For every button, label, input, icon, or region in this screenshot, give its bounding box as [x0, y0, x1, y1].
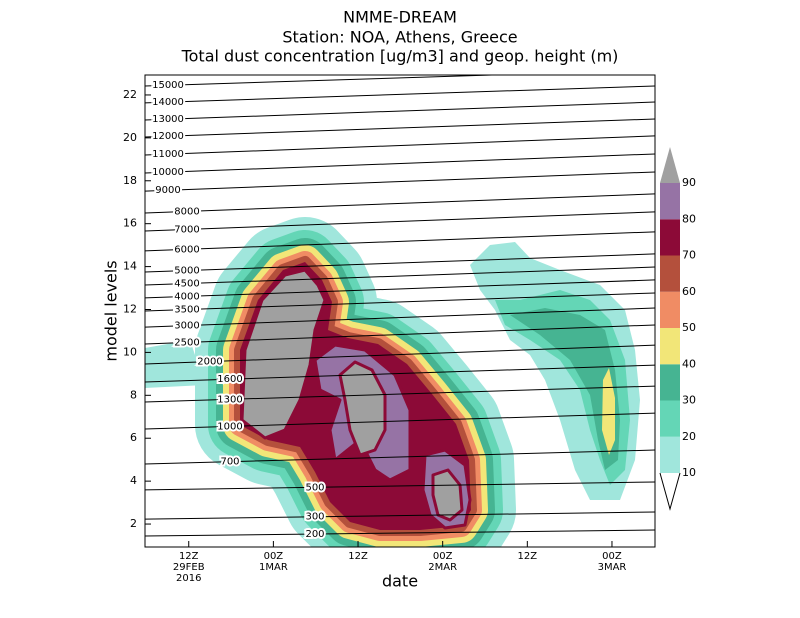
x-tick-label: 12Z 29FEB 2016 — [173, 551, 205, 584]
colorbar-box — [660, 328, 680, 365]
y-tick-label: 18 — [123, 174, 137, 187]
contour-label: 700 — [220, 457, 239, 468]
colorbar-box — [660, 291, 680, 328]
y-tick-label: 14 — [123, 260, 137, 273]
colorbar-box — [660, 183, 680, 220]
contour-label: 1000 — [217, 421, 242, 432]
height-contour — [145, 266, 655, 286]
height-contour — [145, 344, 655, 365]
y-tick-label: 10 — [123, 345, 137, 358]
contour-label: 2000 — [197, 357, 222, 368]
height-contour — [145, 481, 655, 491]
height-contour — [145, 529, 655, 537]
colorbar-bottom — [659, 472, 681, 511]
plot-frame — [144, 74, 656, 548]
y-tick-label: 12 — [123, 302, 137, 315]
y-tick-label: 2 — [130, 517, 137, 530]
colorbar-label: 60 — [682, 285, 696, 298]
contour-label: 2500 — [174, 337, 199, 348]
colorbar-box — [660, 436, 680, 473]
height-contour — [145, 412, 655, 430]
x-tick-label: 12Z — [518, 551, 538, 562]
colorbar-label: 20 — [682, 430, 696, 443]
contour-label: 200 — [305, 529, 324, 540]
height-contour — [145, 385, 655, 403]
y-tick-label: 22 — [123, 88, 137, 101]
dust-area — [510, 308, 620, 470]
dust-field — [145, 217, 640, 547]
y-axis-label: model levels — [102, 260, 121, 361]
contour-label: 15000 — [152, 80, 184, 91]
colorbar-box — [660, 364, 680, 401]
contour-label: 1600 — [217, 374, 242, 385]
height-contour — [145, 292, 655, 312]
x-tick-label: 12Z — [348, 551, 368, 562]
height-contour — [145, 193, 655, 214]
contour-label: 9000 — [155, 185, 180, 196]
colorbar-label: 40 — [682, 357, 696, 370]
height-contour — [145, 101, 655, 121]
colorbar-label: 80 — [682, 212, 696, 225]
contour-label: 14000 — [152, 97, 184, 108]
contour-label: 11000 — [152, 149, 184, 160]
chart-subtitle: Station: NOA, Athens, Greece — [282, 28, 517, 47]
contour-label: 8000 — [174, 206, 199, 217]
height-contour — [145, 135, 655, 156]
contour-label: 5000 — [174, 265, 199, 276]
contour-label: 3500 — [174, 305, 199, 316]
height-contour — [145, 231, 655, 252]
x-tick-label: 00Z 3MAR — [598, 551, 627, 573]
contour-label: 13000 — [152, 114, 184, 125]
y-tick-label: 20 — [123, 131, 137, 144]
contour-label: 3000 — [174, 321, 199, 332]
height-contour — [145, 253, 655, 273]
dust-area — [240, 268, 327, 440]
colorbar-box — [660, 255, 680, 292]
y-tick-label: 16 — [123, 217, 137, 230]
y-tick-label: 6 — [130, 431, 137, 444]
height-contour — [145, 449, 655, 465]
contour-label: 500 — [305, 482, 324, 493]
height-contour — [145, 279, 655, 299]
height-contour — [145, 511, 655, 520]
x-axis-label: date — [382, 572, 418, 591]
dust-area — [145, 340, 205, 388]
height-contour — [145, 118, 655, 138]
colorbar-label: 90 — [682, 176, 696, 189]
height-contour — [145, 307, 655, 328]
height-contour — [145, 171, 655, 192]
height-contours: 15000 14000 13000 12000 11000 10000 9000 8000 70… — [145, 75, 655, 542]
height-contour — [145, 153, 655, 174]
y-tick-label: 4 — [130, 474, 137, 487]
contour-label: 4500 — [174, 279, 199, 290]
contour-label: 6000 — [174, 244, 199, 255]
dust-area — [602, 368, 615, 455]
chart-description: Total dust concentration [ug/m3] and geo… — [181, 47, 619, 66]
colorbar-top — [660, 147, 680, 183]
contour-label: 10000 — [152, 167, 184, 178]
height-contour — [145, 85, 655, 104]
colorbar-label: 50 — [682, 321, 696, 334]
height-contour — [145, 75, 508, 87]
colorbar-label: 10 — [682, 466, 696, 479]
colorbar-box — [660, 219, 680, 256]
contour-label: 300 — [305, 512, 324, 523]
colorbar-label: 30 — [682, 394, 696, 407]
colorbar-box — [660, 400, 680, 437]
contour-label: 4000 — [174, 291, 199, 302]
colorbar-label: 70 — [682, 249, 696, 262]
chart-title: NMME-DREAM — [343, 8, 457, 27]
contour-label: 12000 — [152, 131, 184, 142]
height-contour — [145, 211, 655, 232]
x-tick-label: 00Z 1MAR — [259, 551, 288, 573]
contour-label: 7000 — [174, 224, 199, 235]
height-contour — [145, 364, 655, 383]
dust-area — [338, 360, 387, 457]
height-contour — [145, 324, 655, 345]
y-tick-label: 8 — [130, 388, 137, 401]
contour-label: 1300 — [217, 394, 242, 405]
x-tick-label: 00Z 2MAR — [428, 551, 457, 573]
